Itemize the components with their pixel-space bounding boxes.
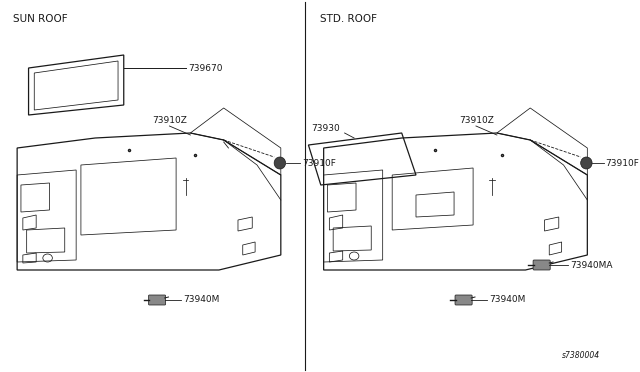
Circle shape [274,157,285,169]
Text: SUN ROOF: SUN ROOF [13,14,68,24]
Text: 73940M: 73940M [183,295,219,305]
Text: 73910F: 73910F [301,158,335,167]
Text: 73910F: 73910F [605,158,639,167]
Text: 73940MA: 73940MA [570,260,612,269]
FancyBboxPatch shape [533,260,550,270]
Text: 739670: 739670 [188,64,223,73]
Text: 73910Z: 73910Z [459,115,493,125]
Text: 73930: 73930 [311,124,340,132]
Text: 73910Z: 73910Z [152,115,187,125]
Text: 73940M: 73940M [490,295,525,305]
Text: STD. ROOF: STD. ROOF [320,14,377,24]
FancyBboxPatch shape [148,295,166,305]
FancyBboxPatch shape [455,295,472,305]
Circle shape [580,157,592,169]
Text: s7380004: s7380004 [561,351,600,360]
